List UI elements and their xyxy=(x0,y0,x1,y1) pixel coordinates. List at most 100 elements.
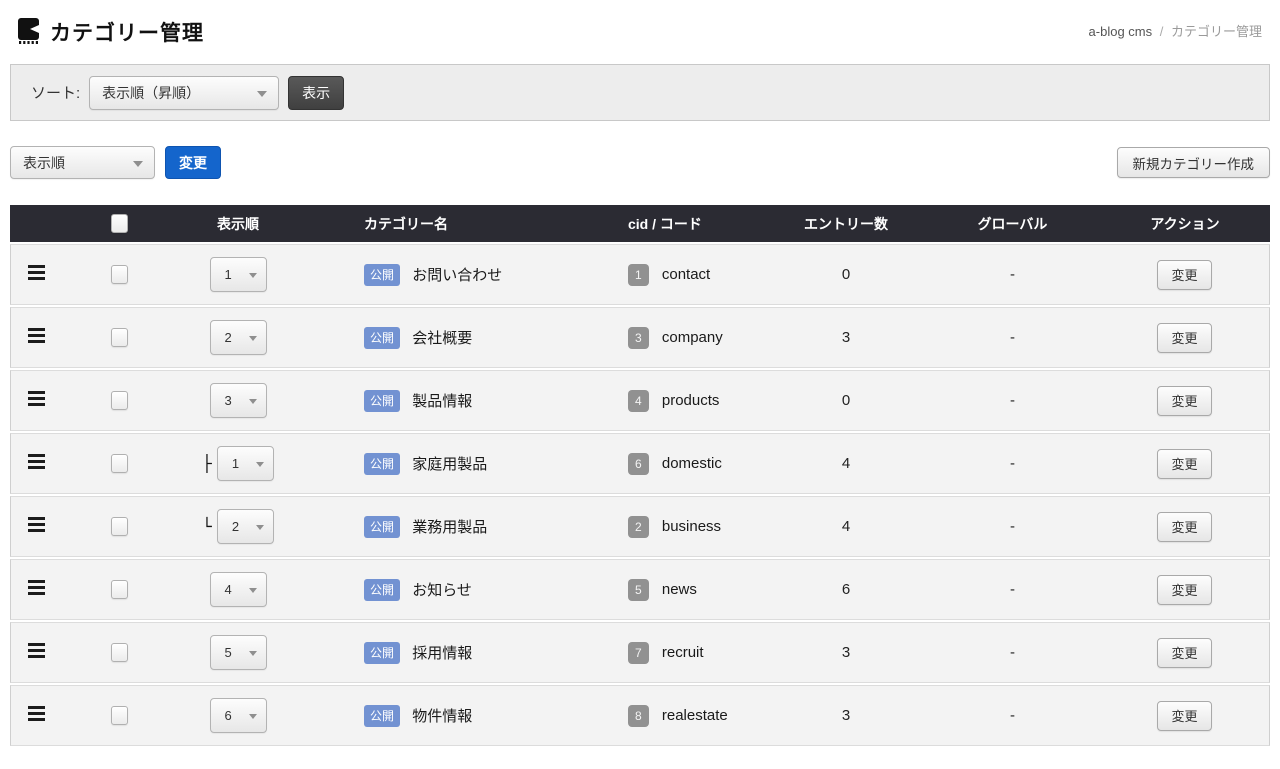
category-name: 家庭用製品 xyxy=(412,456,488,473)
row-change-button[interactable]: 変更 xyxy=(1157,637,1212,668)
row-change-button[interactable]: 変更 xyxy=(1157,574,1212,605)
chevron-down-icon xyxy=(248,272,257,278)
entry-count-cell: 0 xyxy=(767,370,925,431)
row-change-button[interactable]: 変更 xyxy=(1157,385,1212,416)
row-change-button[interactable]: 変更 xyxy=(1157,448,1212,479)
drag-cell xyxy=(10,622,62,683)
entry-count-cell: 3 xyxy=(767,685,925,746)
row-checkbox[interactable] xyxy=(110,517,128,536)
select-all-checkbox[interactable] xyxy=(110,214,128,233)
entry-count-cell: 3 xyxy=(767,307,925,368)
drag-cell xyxy=(10,559,62,620)
cid-cell: 6 domestic xyxy=(610,433,767,494)
breadcrumb-site-link[interactable]: a-blog cms xyxy=(1088,24,1153,39)
checkbox-cell xyxy=(62,433,176,494)
name-cell: 公開 家庭用製品 xyxy=(300,433,610,494)
table-row: 4 公開 お知らせ 5 news 6 - 変更 xyxy=(10,559,1270,620)
checkbox-cell xyxy=(62,370,176,431)
action-cell: 変更 xyxy=(1100,244,1270,305)
action-cell: 変更 xyxy=(1100,622,1270,683)
name-cell: 公開 お知らせ xyxy=(300,559,610,620)
drag-handle-icon[interactable] xyxy=(28,580,45,595)
row-checkbox[interactable] xyxy=(110,454,128,473)
tree-branch-glyph: ├ xyxy=(202,453,212,473)
action-cell: 変更 xyxy=(1100,307,1270,368)
entries-column-header: エントリー数 xyxy=(767,205,925,242)
action-column-header: アクション xyxy=(1100,205,1270,242)
row-change-button[interactable]: 変更 xyxy=(1157,511,1212,542)
order-select[interactable]: 6 xyxy=(209,698,267,733)
table-row: 5 公開 採用情報 7 recruit 3 - 変更 xyxy=(10,622,1270,683)
entry-count-cell: 6 xyxy=(767,559,925,620)
drag-handle-icon[interactable] xyxy=(28,328,45,343)
chevron-down-icon xyxy=(133,160,143,167)
table-row: 3 公開 製品情報 4 products 0 - 変更 xyxy=(10,370,1270,431)
drag-cell xyxy=(10,496,62,557)
action-cell: 変更 xyxy=(1100,433,1270,494)
table-row: 2 公開 会社概要 3 company 3 - 変更 xyxy=(10,307,1270,368)
table-row: ├ 1 公開 家庭用製品 6 domestic 4 - 変更 xyxy=(10,433,1270,494)
cid-column-header: cid / コード xyxy=(610,205,767,242)
drag-handle-icon[interactable] xyxy=(28,265,45,280)
row-checkbox[interactable] xyxy=(110,643,128,662)
status-badge: 公開 xyxy=(364,515,401,538)
cid-badge: 6 xyxy=(628,452,649,475)
row-change-button[interactable]: 変更 xyxy=(1157,322,1212,353)
drag-handle-icon[interactable] xyxy=(28,706,45,721)
sort-bar: ソート: 表示順（昇順） 表示 xyxy=(10,64,1270,121)
bulk-action-select[interactable]: 表示順 xyxy=(10,146,155,179)
chevron-down-icon xyxy=(248,398,257,404)
order-cell: 2 xyxy=(176,307,300,368)
action-cell: 変更 xyxy=(1100,496,1270,557)
global-cell: - xyxy=(925,685,1100,746)
row-checkbox[interactable] xyxy=(110,328,128,347)
order-select[interactable]: 1 xyxy=(209,257,267,292)
drag-handle-icon[interactable] xyxy=(28,643,45,658)
sort-select[interactable]: 表示順（昇順） xyxy=(89,75,280,110)
breadcrumb: a-blog cms / カテゴリー管理 xyxy=(1089,21,1262,40)
order-select[interactable]: 2 xyxy=(209,320,267,355)
category-table-body: 1 公開 お問い合わせ 1 contact 0 - 変更 xyxy=(10,244,1270,746)
order-select[interactable]: 5 xyxy=(209,635,267,670)
sort-select-value: 表示順（昇順） xyxy=(102,84,201,101)
entry-count-cell: 4 xyxy=(767,433,925,494)
category-code: business xyxy=(661,518,722,535)
order-select[interactable]: 1 xyxy=(216,446,274,481)
status-badge: 公開 xyxy=(364,326,401,349)
order-select-value: 4 xyxy=(224,582,232,597)
category-code: products xyxy=(661,392,720,409)
row-checkbox[interactable] xyxy=(110,391,128,410)
drag-handle-icon[interactable] xyxy=(28,391,45,406)
row-change-button[interactable]: 変更 xyxy=(1157,259,1212,290)
drag-cell xyxy=(10,685,62,746)
cid-badge: 2 xyxy=(628,515,649,538)
sort-apply-button[interactable]: 表示 xyxy=(288,75,345,110)
cid-badge: 1 xyxy=(628,263,649,286)
order-select[interactable]: 4 xyxy=(209,572,267,607)
cid-cell: 2 business xyxy=(610,496,767,557)
bulk-apply-button[interactable]: 変更 xyxy=(165,146,221,179)
row-checkbox[interactable] xyxy=(110,580,128,599)
category-table-header: 表示順 カテゴリー名 cid / コード エントリー数 グローバル アクション xyxy=(10,205,1270,242)
order-select-value: 1 xyxy=(231,456,240,471)
cid-badge: 5 xyxy=(628,578,649,601)
action-cell: 変更 xyxy=(1100,559,1270,620)
create-category-button[interactable]: 新規カテゴリー作成 xyxy=(1116,147,1270,178)
chevron-down-icon xyxy=(257,90,268,97)
name-cell: 公開 製品情報 xyxy=(300,370,610,431)
order-column-header: 表示順 xyxy=(176,205,300,242)
cid-cell: 1 contact xyxy=(610,244,767,305)
drag-handle-icon[interactable] xyxy=(28,454,45,469)
order-cell: 1 xyxy=(176,244,300,305)
order-select[interactable]: 2 xyxy=(216,509,274,544)
drag-handle-icon[interactable] xyxy=(28,517,45,532)
row-checkbox[interactable] xyxy=(110,265,128,284)
category-name: 業務用製品 xyxy=(412,519,488,536)
bulk-toolbar: 表示順 変更 新規カテゴリー作成 xyxy=(10,146,1270,179)
order-select[interactable]: 3 xyxy=(209,383,267,418)
row-change-button[interactable]: 変更 xyxy=(1157,700,1212,731)
chevron-down-icon xyxy=(255,524,264,530)
category-name: 製品情報 xyxy=(412,393,473,410)
cid-cell: 3 company xyxy=(610,307,767,368)
row-checkbox[interactable] xyxy=(110,706,128,725)
